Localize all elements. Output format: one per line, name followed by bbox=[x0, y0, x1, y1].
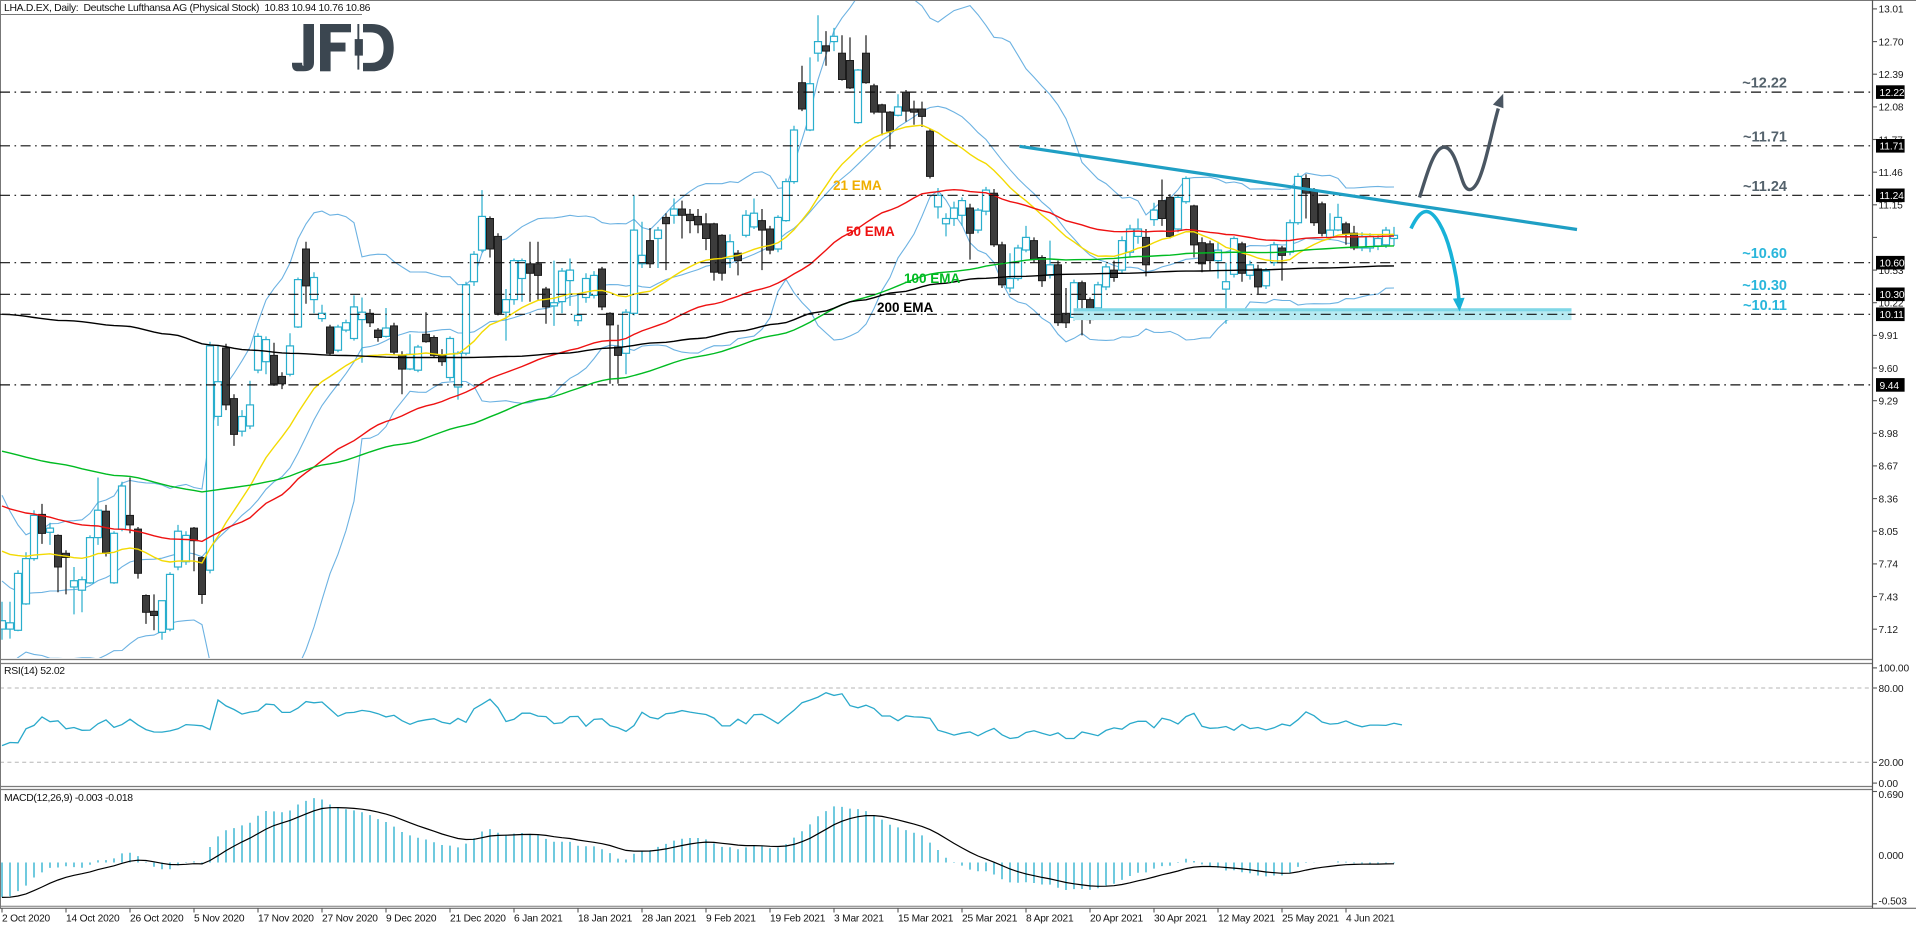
svg-text:12.70: 12.70 bbox=[1879, 37, 1904, 48]
svg-text:9 Dec 2020: 9 Dec 2020 bbox=[386, 914, 437, 925]
svg-text:11.46: 11.46 bbox=[1879, 168, 1904, 179]
svg-text:~10.30: ~10.30 bbox=[1742, 278, 1787, 294]
svg-text:~12.22: ~12.22 bbox=[1742, 76, 1787, 92]
svg-text:0.00: 0.00 bbox=[1879, 779, 1899, 790]
svg-text:21 EMA: 21 EMA bbox=[833, 178, 882, 193]
svg-text:7.74: 7.74 bbox=[1879, 560, 1899, 571]
svg-text:MACD(12,26,9) -0.003 -0.018: MACD(12,26,9) -0.003 -0.018 bbox=[4, 793, 133, 804]
svg-text:200 EMA: 200 EMA bbox=[877, 300, 934, 315]
svg-text:9.44: 9.44 bbox=[1880, 381, 1900, 392]
svg-text:2 Oct 2020: 2 Oct 2020 bbox=[2, 914, 51, 925]
svg-text:14 Oct 2020: 14 Oct 2020 bbox=[66, 914, 120, 925]
svg-text:4 Jun 2021: 4 Jun 2021 bbox=[1346, 914, 1395, 925]
svg-text:12.22: 12.22 bbox=[1880, 88, 1905, 99]
svg-text:25 May 2021: 25 May 2021 bbox=[1282, 914, 1339, 925]
svg-text:3 Mar 2021: 3 Mar 2021 bbox=[834, 914, 884, 925]
svg-text:0.000: 0.000 bbox=[1879, 851, 1904, 862]
svg-text:7.43: 7.43 bbox=[1879, 592, 1899, 603]
svg-text:10.30: 10.30 bbox=[1880, 290, 1905, 301]
svg-text:10.60: 10.60 bbox=[1880, 259, 1905, 270]
svg-text:30 Apr 2021: 30 Apr 2021 bbox=[1154, 914, 1207, 925]
svg-text:80.00: 80.00 bbox=[1879, 684, 1904, 695]
svg-text:25 Mar 2021: 25 Mar 2021 bbox=[962, 914, 1018, 925]
svg-text:11.71: 11.71 bbox=[1880, 142, 1905, 153]
svg-text:11.24: 11.24 bbox=[1880, 191, 1905, 202]
svg-text:20.00: 20.00 bbox=[1879, 758, 1904, 769]
svg-text:8.05: 8.05 bbox=[1879, 527, 1899, 538]
svg-text:-0.503: -0.503 bbox=[1879, 896, 1908, 907]
svg-text:6 Jan 2021: 6 Jan 2021 bbox=[514, 914, 563, 925]
svg-text:8.67: 8.67 bbox=[1879, 462, 1899, 473]
svg-text:11.15: 11.15 bbox=[1879, 201, 1904, 212]
svg-text:12.08: 12.08 bbox=[1879, 103, 1904, 114]
svg-text:~10.60: ~10.60 bbox=[1742, 246, 1787, 262]
svg-text:RSI(14) 52.02: RSI(14) 52.02 bbox=[4, 666, 65, 677]
svg-text:8.98: 8.98 bbox=[1879, 429, 1899, 440]
svg-text:8 Apr 2021: 8 Apr 2021 bbox=[1026, 914, 1074, 925]
svg-text:9.91: 9.91 bbox=[1879, 331, 1899, 342]
svg-text:100 EMA: 100 EMA bbox=[904, 271, 961, 286]
svg-text:~10.11: ~10.11 bbox=[1743, 298, 1787, 314]
svg-text:13.01: 13.01 bbox=[1879, 5, 1904, 16]
svg-text:0.690: 0.690 bbox=[1879, 790, 1904, 801]
svg-text:21 Dec 2020: 21 Dec 2020 bbox=[450, 914, 506, 925]
svg-text:20 Apr 2021: 20 Apr 2021 bbox=[1090, 914, 1143, 925]
svg-text:7.12: 7.12 bbox=[1879, 625, 1899, 636]
svg-text:15 Mar 2021: 15 Mar 2021 bbox=[898, 914, 954, 925]
svg-text:12.39: 12.39 bbox=[1879, 70, 1904, 81]
svg-text:27 Nov 2020: 27 Nov 2020 bbox=[322, 914, 378, 925]
svg-text:12 May 2021: 12 May 2021 bbox=[1218, 914, 1275, 925]
svg-text:18 Jan 2021: 18 Jan 2021 bbox=[578, 914, 633, 925]
svg-text:9.29: 9.29 bbox=[1879, 397, 1899, 408]
svg-text:8.36: 8.36 bbox=[1879, 494, 1899, 505]
svg-text:10.22: 10.22 bbox=[1879, 299, 1904, 310]
svg-text:10.11: 10.11 bbox=[1880, 310, 1905, 321]
svg-text:9.60: 9.60 bbox=[1879, 364, 1899, 375]
svg-text:100.00: 100.00 bbox=[1879, 664, 1910, 675]
svg-text:17 Nov 2020: 17 Nov 2020 bbox=[258, 914, 314, 925]
svg-text:26 Oct 2020: 26 Oct 2020 bbox=[130, 914, 184, 925]
svg-text:19 Feb 2021: 19 Feb 2021 bbox=[770, 914, 826, 925]
svg-text:~11.24: ~11.24 bbox=[1743, 179, 1787, 195]
svg-text:50 EMA: 50 EMA bbox=[846, 224, 895, 239]
svg-text:28 Jan 2021: 28 Jan 2021 bbox=[642, 914, 697, 925]
svg-text:~11.71: ~11.71 bbox=[1743, 129, 1787, 145]
svg-text:10.53: 10.53 bbox=[1879, 266, 1904, 277]
svg-text:LHA.D.EX, Daily: Deutsche Luf: LHA.D.EX, Daily: Deutsche Lufthansa AG (… bbox=[4, 3, 371, 14]
svg-text:9 Feb 2021: 9 Feb 2021 bbox=[706, 914, 756, 925]
svg-text:5 Nov 2020: 5 Nov 2020 bbox=[194, 914, 245, 925]
